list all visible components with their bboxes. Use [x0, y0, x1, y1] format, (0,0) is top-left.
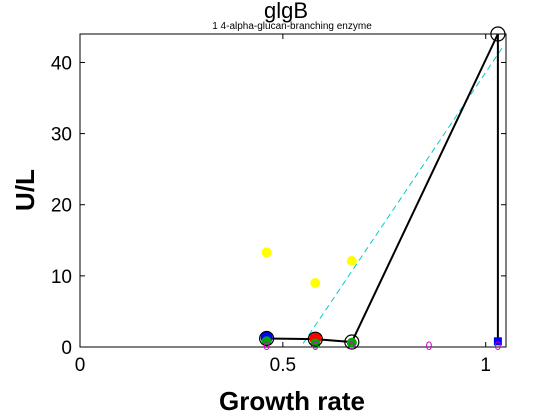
x-tick-label: 0: [75, 355, 86, 376]
black-open-circle: [307, 331, 323, 347]
black-open-circle: [259, 330, 275, 347]
x-tick-label: 0.5: [270, 355, 296, 376]
yellow-point: [346, 255, 357, 266]
y-tick-label: 10: [51, 267, 72, 288]
black-open-circle: [344, 334, 360, 350]
black-open-circle: [490, 26, 506, 42]
annotation-label: 0: [495, 339, 502, 353]
chart-title: glgB: [264, 0, 308, 23]
green-point: [261, 336, 272, 347]
y-tick-label: 30: [51, 125, 72, 146]
data-marks: 0 0 0 0 0: [259, 26, 506, 353]
y-axis: 0 10 20 30 40: [51, 53, 506, 359]
x-axis-label: Growth rate: [219, 386, 365, 416]
y-tick-label: 40: [51, 53, 72, 74]
annotation-label: 0: [348, 339, 355, 353]
annotation-label: 0: [426, 339, 433, 353]
chart-subtitle: 1 4-alpha-glucan-branching enzyme: [212, 21, 372, 32]
annotation-label: 0: [312, 339, 319, 353]
blue-square-point: [493, 337, 502, 346]
y-axis-label: U/L: [10, 169, 40, 211]
yellow-point: [261, 247, 272, 258]
annotation-label: 0: [263, 339, 270, 353]
yellow-point: [310, 277, 321, 288]
plot-area: [79, 33, 507, 348]
y-tick-label: 0: [61, 338, 72, 359]
x-tick-label: 1: [480, 355, 491, 376]
y-tick-label: 20: [51, 196, 72, 217]
green-point: [346, 337, 357, 348]
x-axis: 0 0.5 1: [75, 34, 491, 376]
